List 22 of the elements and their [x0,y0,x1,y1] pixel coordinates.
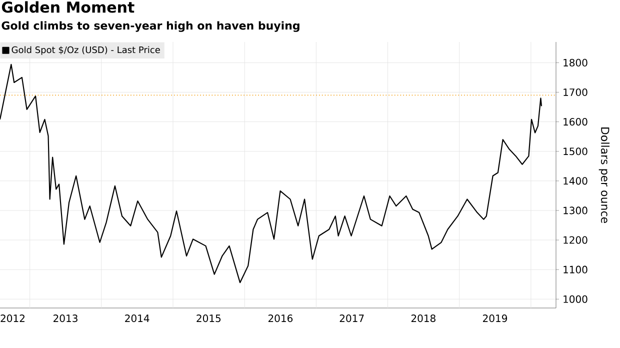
chart-title: Golden Moment [2,1,134,13]
y-tick-label: 1800 [564,58,588,66]
y-tick-label: 1100 [564,266,588,274]
x-tick-label: 2012 [0,314,24,322]
y-tick-label: 1000 [564,295,588,303]
x-tick-label: 2016 [268,314,293,322]
y-axis-title: Dollars per ounce [598,128,610,223]
y-tick-label: 1600 [564,118,588,126]
x-tick-label: 2015 [196,314,221,322]
x-tick-label: 2014 [125,314,150,322]
chart-subtitle: Gold climbs to seven-year high on haven buying [2,21,300,32]
x-tick-label: 2019 [483,314,508,322]
y-tick-label: 1200 [564,236,588,244]
y-tick-label: 1700 [564,88,588,96]
legend-label: Gold Spot $/Oz (USD) - Last Price [12,46,160,55]
line-series [0,64,542,284]
x-tick-label: 2018 [411,314,436,322]
y-tick-label: 1400 [564,177,588,185]
y-tick-label: 1500 [564,148,588,156]
y-tick-label: 1300 [564,206,588,214]
x-tick-label: 2013 [54,314,78,322]
x-tick-label: 2017 [340,314,364,322]
